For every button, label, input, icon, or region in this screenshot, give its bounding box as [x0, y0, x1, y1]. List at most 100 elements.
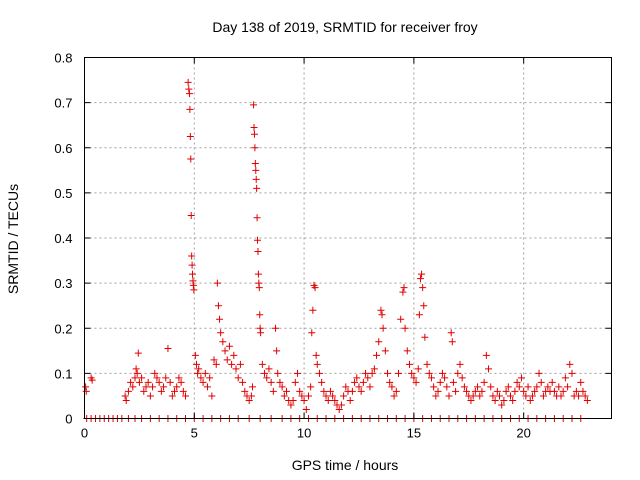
data-point	[430, 383, 438, 391]
data-point	[438, 369, 446, 377]
data-point	[509, 396, 517, 404]
data-point	[253, 214, 261, 222]
data-point	[364, 374, 372, 382]
data-point	[248, 383, 256, 391]
data-point	[153, 374, 161, 382]
data-point	[82, 387, 90, 395]
data-point	[500, 396, 508, 404]
data-point	[400, 284, 408, 292]
data-point	[88, 376, 96, 384]
data-point	[491, 396, 499, 404]
data-point	[564, 383, 572, 391]
y-tick-label: 0.5	[54, 186, 72, 201]
data-point	[250, 130, 258, 138]
y-tick-label: 0	[65, 412, 72, 427]
y-tick-label: 0.1	[54, 366, 72, 381]
data-point	[390, 392, 398, 400]
data-point	[142, 383, 150, 391]
data-point	[513, 378, 521, 386]
data-point	[124, 387, 132, 395]
data-point	[179, 387, 187, 395]
data-point	[537, 378, 545, 386]
y-tick-label: 0.8	[54, 51, 72, 66]
data-point	[324, 396, 332, 404]
data-point	[300, 396, 308, 404]
data-point	[191, 351, 199, 359]
data-point	[208, 392, 216, 400]
data-point	[351, 378, 359, 386]
data-point	[121, 392, 129, 400]
data-point	[425, 369, 433, 377]
data-point	[379, 324, 387, 332]
data-point	[427, 374, 435, 382]
x-tick-label: 5	[191, 426, 198, 441]
data-point	[234, 374, 242, 382]
data-point	[544, 383, 552, 391]
data-point	[188, 252, 196, 260]
data-point	[138, 374, 146, 382]
data-point	[250, 123, 258, 131]
data-point	[370, 365, 378, 373]
data-point	[403, 347, 411, 355]
data-point	[388, 383, 396, 391]
data-point	[276, 378, 284, 386]
data-point	[478, 387, 486, 395]
data-point	[498, 401, 506, 409]
data-point	[454, 369, 462, 377]
data-point	[581, 392, 589, 400]
data-point	[326, 387, 334, 395]
data-point	[256, 311, 264, 319]
data-point	[219, 338, 227, 346]
data-point	[212, 360, 220, 368]
data-point	[254, 270, 262, 278]
data-point	[511, 387, 519, 395]
data-point	[132, 365, 140, 373]
data-point	[134, 349, 142, 357]
data-point	[166, 378, 174, 386]
data-point	[122, 396, 130, 404]
data-point	[421, 333, 429, 341]
data-point	[239, 378, 247, 386]
data-point	[133, 369, 141, 377]
data-point	[517, 374, 525, 382]
data-point	[381, 347, 389, 355]
data-point	[82, 383, 90, 391]
data-point	[414, 365, 422, 373]
data-point	[476, 392, 484, 400]
data-point	[298, 392, 306, 400]
data-point	[423, 360, 431, 368]
data-point	[304, 392, 312, 400]
data-point	[331, 396, 339, 404]
data-point	[291, 378, 299, 386]
data-point	[245, 396, 253, 404]
data-point	[320, 387, 328, 395]
data-point	[353, 374, 361, 382]
data-point	[384, 369, 392, 377]
data-point	[415, 311, 423, 319]
data-point	[194, 369, 202, 377]
data-point	[535, 369, 543, 377]
data-point	[254, 248, 262, 256]
data-point	[151, 369, 159, 377]
x-tick-label: 0	[81, 426, 88, 441]
data-point	[463, 387, 471, 395]
data-point	[452, 387, 460, 395]
axis-ticks	[84, 57, 612, 419]
data-point	[397, 315, 405, 323]
data-point	[520, 387, 528, 395]
data-point	[357, 387, 365, 395]
data-point	[182, 392, 190, 400]
data-point	[515, 383, 523, 391]
data-point	[355, 383, 363, 391]
data-point	[566, 360, 574, 368]
y-tick-label: 0.4	[54, 231, 72, 246]
data-point	[416, 275, 424, 283]
data-point	[232, 365, 240, 373]
data-point	[265, 365, 273, 373]
data-point	[184, 78, 192, 86]
data-point	[216, 315, 224, 323]
data-point	[160, 383, 168, 391]
data-point	[485, 365, 493, 373]
data-point	[267, 378, 275, 386]
